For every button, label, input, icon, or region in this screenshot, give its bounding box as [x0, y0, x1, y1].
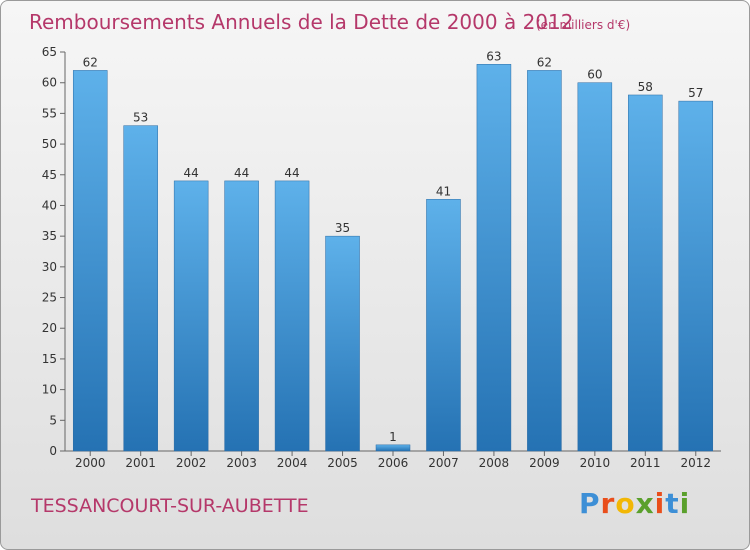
bar-2000 — [72, 70, 108, 452]
x-tick-label-2002: 2002 — [176, 456, 207, 470]
x-tick-label-2011: 2011 — [630, 456, 661, 470]
y-tick-label: 20 — [42, 321, 57, 335]
logo-letter: x — [635, 487, 655, 520]
x-tick-label-2007: 2007 — [428, 456, 459, 470]
logo-letter: P — [579, 487, 601, 520]
value-label-2008: 63 — [486, 49, 501, 63]
bar-2009 — [527, 70, 562, 452]
value-label-2005: 35 — [335, 221, 350, 235]
x-tick-label-2004: 2004 — [277, 456, 308, 470]
x-tick-label-2008: 2008 — [479, 456, 510, 470]
x-tick-label-2012: 2012 — [680, 456, 711, 470]
x-tick-label-2010: 2010 — [580, 456, 611, 470]
bar-2008 — [476, 64, 512, 452]
y-tick-label: 30 — [42, 260, 57, 274]
y-tick-label: 40 — [42, 198, 57, 212]
proxiti-logo: Proxiti — [579, 487, 690, 520]
logo-letter: i — [654, 487, 666, 520]
bar-2003 — [224, 180, 259, 452]
y-tick-label: 10 — [42, 383, 57, 397]
y-tick-label: 55 — [42, 106, 57, 120]
logo-letter: t — [665, 487, 680, 520]
value-label-2011: 58 — [638, 80, 653, 94]
y-axis: 0 5 10 15 20 25 30 35 40 45 50 55 60 65 — [42, 45, 66, 458]
bar-2012 — [678, 100, 714, 452]
logo-letter: o — [615, 487, 636, 520]
bar-2004 — [274, 180, 310, 452]
value-label-2007: 41 — [436, 184, 451, 198]
x-tick-label-2006: 2006 — [378, 456, 409, 470]
x-tick-label-2009: 2009 — [529, 456, 560, 470]
value-label-2004: 44 — [284, 166, 299, 180]
chart-title: Remboursements Annuels de la Dette de 20… — [29, 10, 573, 34]
value-label-2012: 57 — [688, 86, 703, 100]
value-label-2001: 53 — [133, 111, 148, 125]
x-tick-label-2003: 2003 — [226, 456, 257, 470]
value-label-2003: 44 — [234, 166, 249, 180]
logo-letter: r — [600, 487, 616, 520]
bar-2002 — [173, 180, 209, 452]
y-tick-label: 15 — [42, 352, 57, 366]
bars-group — [72, 64, 714, 452]
value-label-2010: 60 — [587, 68, 602, 82]
y-tick-label: 25 — [42, 291, 57, 305]
bar-2006 — [375, 444, 411, 452]
bar-2007 — [426, 199, 461, 452]
y-tick-label: 50 — [42, 137, 57, 151]
bar-2011 — [628, 94, 663, 452]
x-axis: 2000 2001 2002 2003 2004 2005 2006 2007 2008 2009… — [65, 450, 721, 470]
logo-letter: i — [679, 487, 691, 520]
value-label-2002: 44 — [184, 166, 199, 180]
commune-name: TESSANCOURT-SUR-AUBETTE — [31, 495, 309, 517]
y-tick-label: 60 — [42, 76, 57, 90]
x-tick-label-2005: 2005 — [327, 456, 358, 470]
bar-2005 — [325, 235, 360, 452]
value-labels-group: 62 53 44 44 44 35 1 41 63 62 60 58 57 — [83, 49, 704, 444]
y-tick-label: 35 — [42, 229, 57, 243]
y-tick-label: 65 — [42, 45, 57, 59]
chart-unit-note: (en milliers d'€) — [536, 18, 630, 32]
value-label-2006: 1 — [389, 430, 397, 444]
value-label-2009: 62 — [537, 55, 552, 69]
x-tick-label-2000: 2000 — [75, 456, 106, 470]
value-label-2000: 62 — [83, 55, 98, 69]
bar-2010 — [577, 82, 613, 452]
bar-2001 — [123, 125, 158, 452]
y-tick-label: 5 — [49, 413, 57, 427]
y-tick-label: 45 — [42, 168, 57, 182]
x-tick-label-2001: 2001 — [125, 456, 156, 470]
y-tick-label: 0 — [49, 444, 57, 458]
